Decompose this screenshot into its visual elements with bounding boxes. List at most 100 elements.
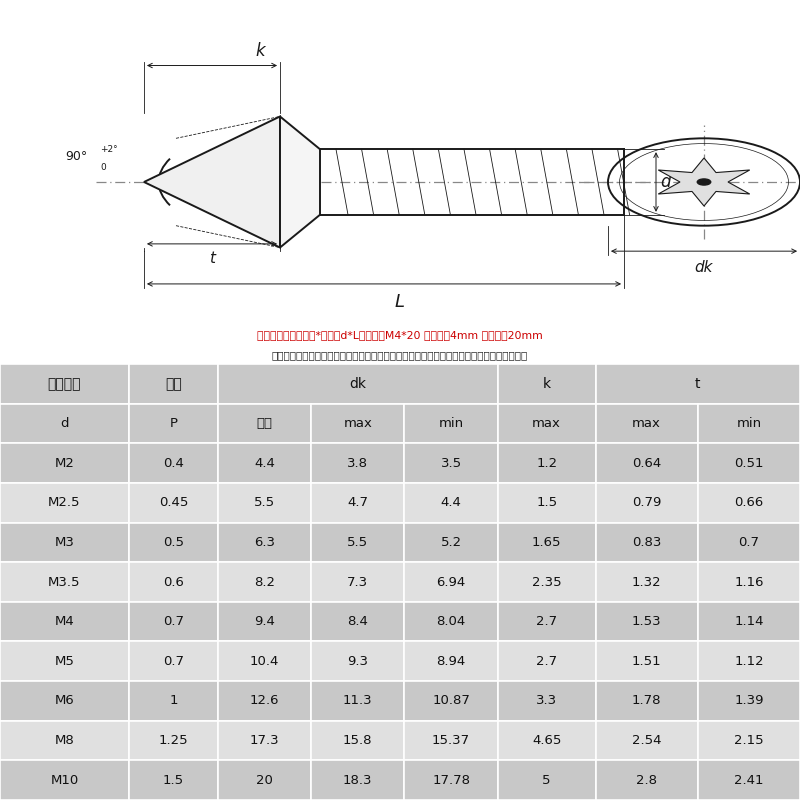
Text: 1.5: 1.5 <box>162 774 184 786</box>
Text: 0.64: 0.64 <box>632 457 662 470</box>
Text: 0.83: 0.83 <box>632 536 662 549</box>
Text: 2.7: 2.7 <box>536 654 558 668</box>
Bar <box>498 562 595 602</box>
Bar <box>698 562 800 602</box>
Text: 4.65: 4.65 <box>532 734 562 747</box>
Bar <box>311 760 405 800</box>
Text: t: t <box>209 251 215 266</box>
Bar <box>498 681 595 721</box>
Bar <box>129 364 218 404</box>
Text: M2: M2 <box>54 457 74 470</box>
Bar <box>0 364 129 404</box>
Text: t: t <box>695 377 701 391</box>
Bar <box>498 483 595 522</box>
Bar <box>498 443 595 483</box>
Text: 15.8: 15.8 <box>343 734 373 747</box>
Bar <box>218 364 498 404</box>
Bar <box>405 404 498 443</box>
Bar <box>218 721 311 760</box>
Text: 10.87: 10.87 <box>432 694 470 707</box>
Text: 0.45: 0.45 <box>158 496 188 510</box>
Text: 1.12: 1.12 <box>734 654 764 668</box>
Text: 0.66: 0.66 <box>734 496 763 510</box>
Bar <box>595 404 698 443</box>
Text: 2.54: 2.54 <box>632 734 662 747</box>
Bar <box>405 681 498 721</box>
Text: min: min <box>438 417 464 430</box>
Text: 1.16: 1.16 <box>734 575 764 589</box>
Bar <box>405 443 498 483</box>
Bar <box>129 522 218 562</box>
Text: max: max <box>532 417 561 430</box>
Text: 2.15: 2.15 <box>734 734 764 747</box>
Text: P: P <box>170 417 178 430</box>
Text: 2.7: 2.7 <box>536 615 558 628</box>
Bar <box>595 522 698 562</box>
Text: 5.2: 5.2 <box>441 536 462 549</box>
Text: 20: 20 <box>256 774 273 786</box>
Bar <box>698 522 800 562</box>
Text: 公称: 公称 <box>257 417 273 430</box>
Text: dk: dk <box>694 260 714 275</box>
Text: 8.94: 8.94 <box>437 654 466 668</box>
Bar <box>311 681 405 721</box>
Text: 17.3: 17.3 <box>250 734 279 747</box>
Bar <box>0 443 129 483</box>
Text: 1.25: 1.25 <box>158 734 188 747</box>
Bar <box>698 602 800 642</box>
Bar <box>698 404 800 443</box>
Text: 0.4: 0.4 <box>163 457 184 470</box>
Circle shape <box>698 179 710 185</box>
Bar <box>405 602 498 642</box>
Text: max: max <box>632 417 661 430</box>
Bar <box>311 721 405 760</box>
Bar <box>218 602 311 642</box>
Bar <box>0 602 129 642</box>
Bar <box>0 681 129 721</box>
Text: 8.2: 8.2 <box>254 575 275 589</box>
Bar <box>595 642 698 681</box>
Text: M6: M6 <box>54 694 74 707</box>
Bar <box>595 562 698 602</box>
Text: d: d <box>660 173 670 191</box>
Bar <box>311 642 405 681</box>
Text: M3: M3 <box>54 536 74 549</box>
Text: 4.7: 4.7 <box>347 496 368 510</box>
Bar <box>129 404 218 443</box>
Text: 18.3: 18.3 <box>343 774 373 786</box>
Text: 0.79: 0.79 <box>632 496 662 510</box>
Text: M5: M5 <box>54 654 74 668</box>
Polygon shape <box>280 117 320 247</box>
Text: 8.04: 8.04 <box>437 615 466 628</box>
Text: d: d <box>60 417 69 430</box>
Text: 1.65: 1.65 <box>532 536 562 549</box>
Bar <box>698 681 800 721</box>
Bar <box>405 642 498 681</box>
Bar <box>218 443 311 483</box>
Text: 3.8: 3.8 <box>347 457 368 470</box>
Text: 1.2: 1.2 <box>536 457 558 470</box>
Bar <box>0 760 129 800</box>
Text: M3.5: M3.5 <box>48 575 81 589</box>
Text: 0.51: 0.51 <box>734 457 764 470</box>
Bar <box>129 681 218 721</box>
Bar <box>698 642 800 681</box>
Bar <box>595 364 800 404</box>
Bar <box>698 721 800 760</box>
Bar <box>698 760 800 800</box>
Text: 5: 5 <box>542 774 551 786</box>
Text: 12.6: 12.6 <box>250 694 279 707</box>
Bar <box>218 483 311 522</box>
Text: max: max <box>343 417 372 430</box>
Bar <box>0 562 129 602</box>
Text: 1: 1 <box>169 694 178 707</box>
Text: 0.7: 0.7 <box>738 536 759 549</box>
Text: 9.3: 9.3 <box>347 654 368 668</box>
Text: 15.37: 15.37 <box>432 734 470 747</box>
Text: 90°: 90° <box>66 150 88 163</box>
Text: 8.4: 8.4 <box>347 615 368 628</box>
Bar <box>405 562 498 602</box>
Text: 1.39: 1.39 <box>734 694 764 707</box>
Bar <box>498 404 595 443</box>
Text: 螺纹规格: 螺纹规格 <box>48 377 81 391</box>
